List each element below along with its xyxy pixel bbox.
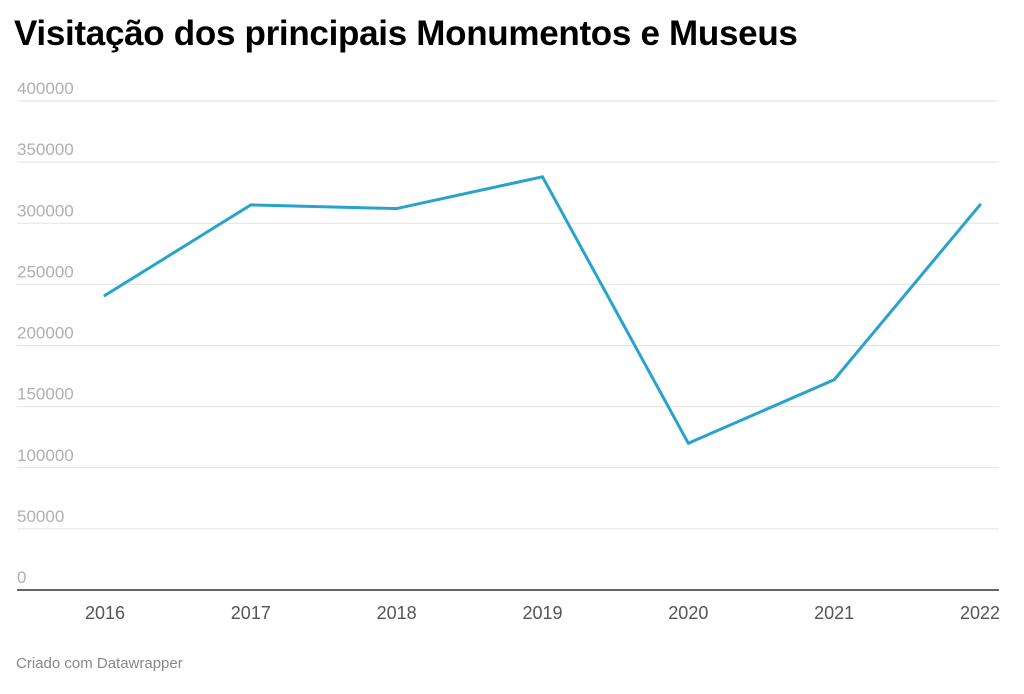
y-tick-label: 0 [17, 568, 26, 587]
y-tick-label: 350000 [17, 140, 74, 159]
x-tick-label: 2017 [231, 603, 271, 623]
series-lines [103, 175, 982, 445]
data-point [978, 203, 982, 207]
footer-credit: Criado com Datawrapper [16, 655, 183, 672]
data-point [541, 175, 544, 179]
y-tick-label: 300000 [17, 201, 74, 220]
y-tick-label: 100000 [17, 446, 74, 465]
x-tick-label: 2018 [377, 603, 417, 623]
series-line [103, 175, 982, 445]
x-axis-ticks: 2016 2017 2018 2019 2020 2021 2022 [85, 603, 1000, 623]
y-tick-label: 400000 [17, 79, 74, 98]
data-point [249, 203, 253, 207]
line-chart: 0 50000 100000 150000 200000 250000 300000 3500… [17, 79, 1000, 623]
y-tick-label: 200000 [17, 324, 74, 343]
y-tick-label: 50000 [17, 507, 64, 526]
x-tick-label: 2022 [960, 603, 1000, 623]
x-tick-label: 2020 [668, 603, 708, 623]
x-tick-label: 2016 [85, 603, 125, 623]
data-point [686, 441, 690, 445]
y-axis-ticks: 0 50000 100000 150000 200000 250000 300000 3500… [17, 79, 74, 587]
data-point [103, 293, 107, 297]
y-tick-label: 250000 [17, 262, 74, 281]
chart-title: Visitação dos principais Monumentos e Mu… [14, 14, 798, 53]
y-tick-label: 150000 [17, 385, 74, 404]
gridlines [17, 100, 999, 530]
data-point [395, 207, 399, 211]
x-tick-label: 2021 [814, 603, 854, 623]
x-tick-label: 2019 [522, 603, 562, 623]
data-point [832, 378, 836, 382]
